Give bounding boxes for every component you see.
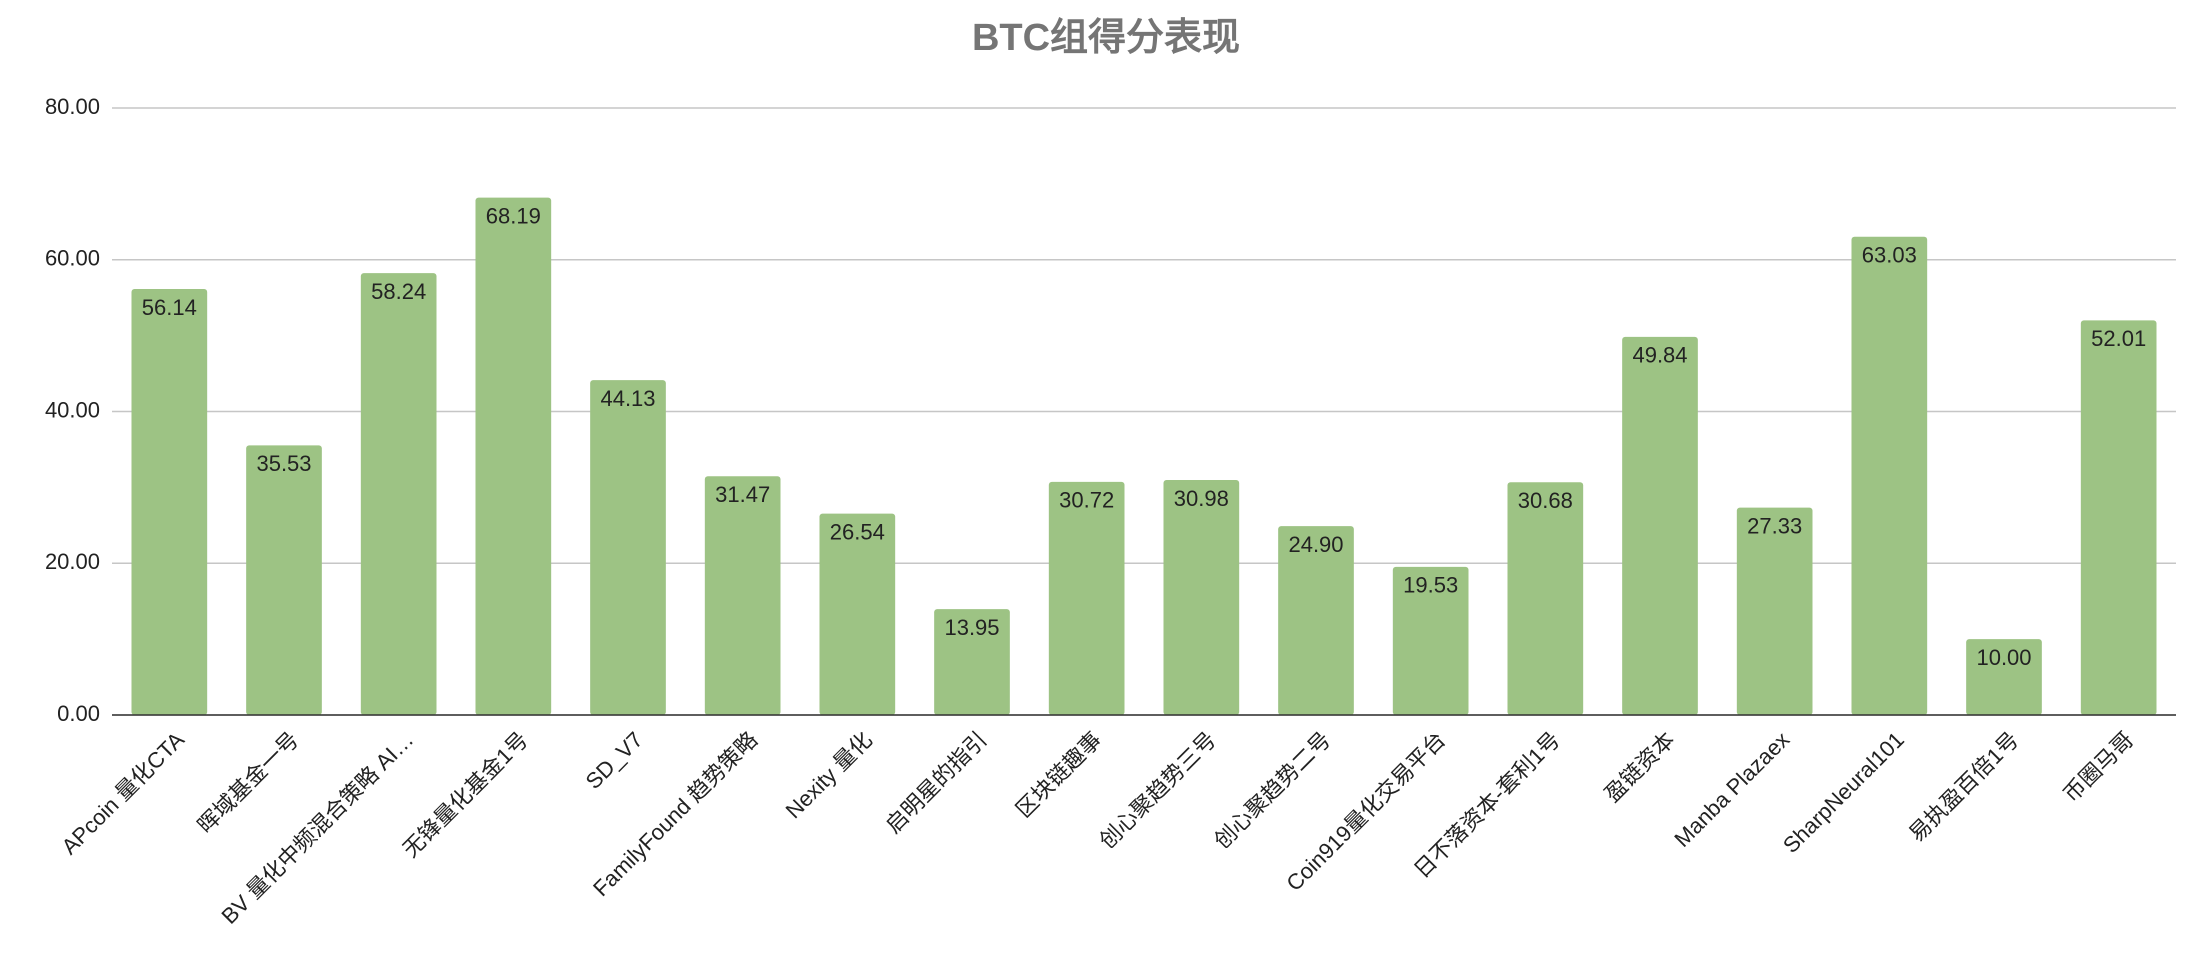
bar: [1851, 236, 1928, 715]
bar: [1736, 507, 1813, 715]
value-label: 26.54: [830, 519, 885, 544]
value-label: 44.13: [600, 386, 655, 411]
chart-title: BTC组得分表现: [972, 17, 1240, 59]
x-tick-label: SharpNeural101: [1778, 727, 1909, 858]
value-label: 30.68: [1518, 488, 1573, 513]
bar: [2080, 320, 2157, 715]
x-tick-label: 币圈马哥: [2058, 727, 2138, 807]
bar: [934, 609, 1010, 715]
value-label: 52.01: [2091, 326, 2146, 351]
value-label: 56.14: [142, 295, 197, 320]
value-label: 30.98: [1174, 486, 1229, 511]
value-label: 58.24: [371, 279, 426, 304]
bar: [1392, 566, 1469, 715]
x-tick-label: 盈链资本: [1600, 727, 1680, 807]
bar: [246, 445, 322, 715]
bar: [475, 197, 552, 715]
bar: [590, 380, 666, 715]
value-label: 30.72: [1059, 488, 1114, 513]
bar: [1163, 479, 1240, 715]
value-label: 13.95: [944, 615, 999, 640]
value-label: 24.90: [1288, 532, 1343, 557]
bar: [131, 289, 208, 715]
bar: [1966, 639, 2042, 715]
y-tick-label: 0.00: [57, 701, 100, 726]
y-tick-label: 40.00: [45, 397, 100, 422]
bar: [1278, 526, 1354, 715]
bar: [819, 513, 896, 715]
bar: [1622, 336, 1698, 715]
value-label: 68.19: [486, 203, 541, 228]
x-tick-label: 创心聚趋势二号: [1209, 727, 1336, 854]
y-tick-label: 80.00: [45, 94, 100, 119]
x-tick-label: 创心聚趋势三号: [1094, 727, 1221, 854]
x-tick-label: SD_V7: [581, 727, 648, 794]
x-tick-label: APcoin 量化CTA: [57, 727, 190, 860]
value-label: 27.33: [1747, 513, 1802, 538]
x-tick-label: Manba Plazaex: [1669, 727, 1794, 852]
value-label: 31.47: [715, 482, 770, 507]
x-tick-label: 启明星的指引: [881, 727, 992, 838]
y-tick-label: 20.00: [45, 549, 100, 574]
x-tick-label: 晖域基金一号: [193, 727, 304, 838]
x-tick-label: Nexity 量化: [781, 727, 877, 823]
x-tick-label: 易执盈百倍1号: [1904, 727, 2024, 847]
bar: [1507, 482, 1584, 715]
bar: [360, 273, 437, 715]
bar: [704, 476, 781, 715]
value-label: 49.84: [1632, 343, 1687, 368]
x-tick-label: 区块链趣事: [1011, 727, 1106, 822]
x-tick-label: BV 量化中频混合策略 AI…: [217, 727, 419, 929]
value-label: 35.53: [256, 451, 311, 476]
value-label: 10.00: [1976, 645, 2031, 670]
value-label: 19.53: [1403, 573, 1458, 598]
x-tick-label: 无锋量化基金1号: [398, 727, 533, 862]
bar: [1048, 481, 1125, 715]
y-tick-label: 60.00: [45, 246, 100, 271]
value-label: 63.03: [1862, 243, 1917, 268]
